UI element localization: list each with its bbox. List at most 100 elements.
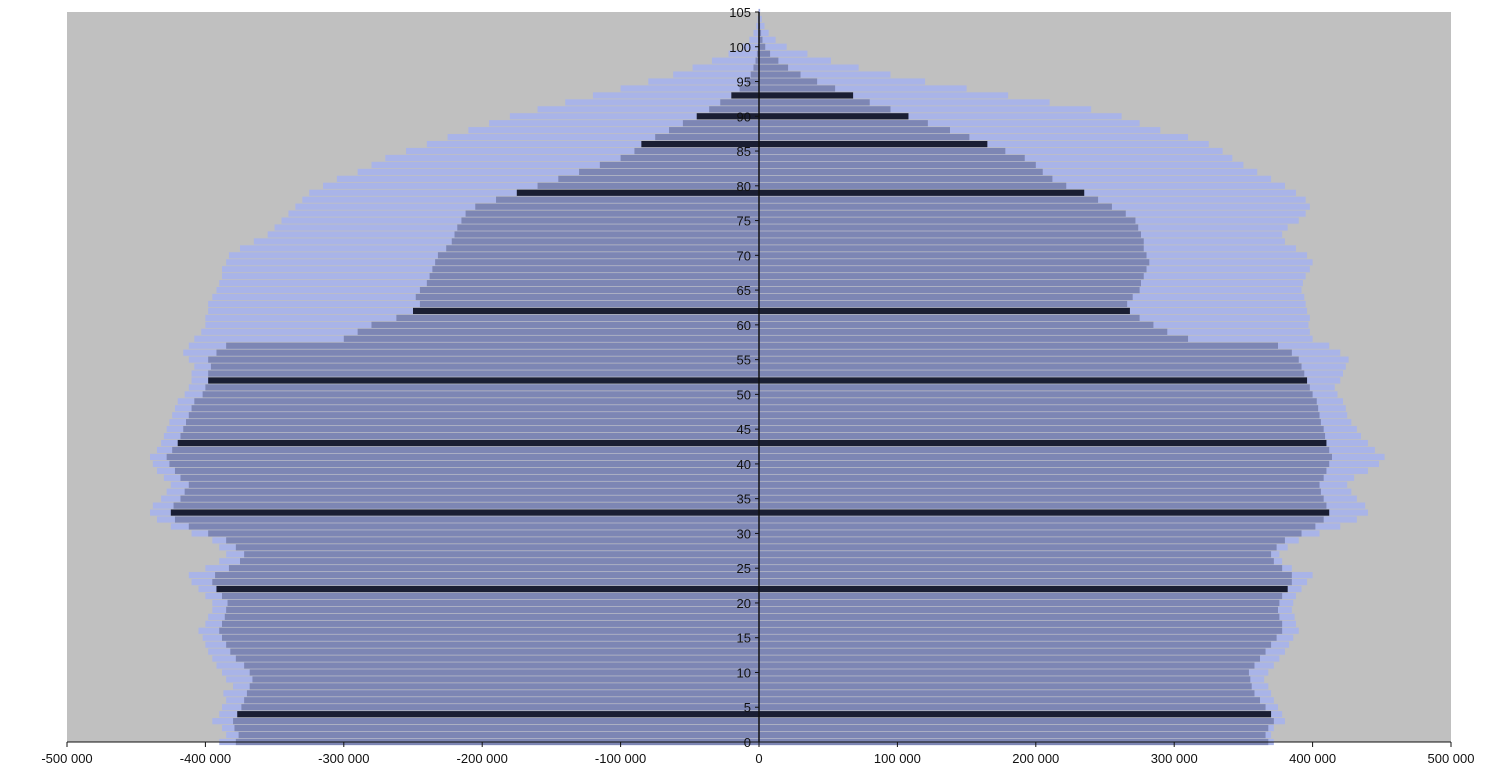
bar-left-series0-age-88 bbox=[468, 127, 759, 134]
bar-left-series1-age-45 bbox=[183, 426, 760, 433]
bar-left-series0-age-102 bbox=[753, 29, 759, 36]
bar-left-series0-age-100 bbox=[742, 43, 759, 50]
bar-left-series1-age-9 bbox=[252, 676, 759, 683]
bar-left-series1-age-99 bbox=[756, 50, 759, 57]
bar-left-series1-age-28 bbox=[235, 544, 759, 551]
bar-left-series0-age-97 bbox=[692, 64, 759, 71]
bar-left-series1-age-60 bbox=[371, 321, 759, 328]
bar-left-series1-age-95 bbox=[746, 78, 759, 85]
bar-left-series0-age-82 bbox=[357, 168, 759, 176]
bar-left-series1-age-63 bbox=[419, 300, 759, 308]
bar-left-series1-age-93 bbox=[731, 92, 759, 99]
bar-left-series1-age-46 bbox=[186, 419, 760, 426]
x-tick-label: -500 000 bbox=[41, 751, 92, 766]
bar-left-series0-age-89 bbox=[489, 120, 759, 127]
bar-right-series3-age-50 bbox=[759, 391, 1313, 398]
bar-left-series1-age-67 bbox=[429, 273, 759, 280]
bar-left-series1-age-65 bbox=[419, 286, 759, 294]
bar-right-series3-age-24 bbox=[759, 572, 1292, 579]
bar-right-series3-age-12 bbox=[759, 655, 1261, 662]
bar-left-series1-age-6 bbox=[244, 697, 760, 704]
bar-left-series0-age-94 bbox=[620, 85, 759, 92]
bar-left-series1-age-11 bbox=[244, 662, 760, 669]
y-tick-label: 90 bbox=[737, 109, 751, 124]
bar-left-series0-age-98 bbox=[711, 57, 759, 64]
bar-left-series1-age-32 bbox=[174, 516, 759, 523]
bar-left-series1-age-89 bbox=[682, 120, 759, 127]
bar-right-series3-age-97 bbox=[759, 64, 789, 71]
bar-left-series0-age-87 bbox=[447, 134, 759, 141]
bar-left-series1-age-3 bbox=[233, 718, 759, 725]
bar-right-series3-age-89 bbox=[759, 120, 928, 127]
y-tick-label: 55 bbox=[737, 353, 751, 368]
bar-right-series3-age-45 bbox=[759, 426, 1324, 433]
bar-left-series1-age-34 bbox=[173, 502, 759, 509]
bar-right-series2-age-94 bbox=[759, 85, 967, 92]
bar-right-series3-age-88 bbox=[759, 127, 950, 134]
bar-left-series1-age-64 bbox=[415, 293, 759, 301]
bar-left-series0-age-86 bbox=[426, 140, 759, 148]
bar-left-series1-age-31 bbox=[188, 523, 760, 530]
x-tick-label: -100 000 bbox=[595, 751, 646, 766]
bar-right-series3-age-20 bbox=[759, 599, 1280, 607]
bar-right-series3-age-96 bbox=[759, 71, 801, 78]
bar-right-series3-age-40 bbox=[759, 460, 1330, 468]
bar-left-series1-age-16 bbox=[219, 627, 760, 634]
bar-left-series1-age-7 bbox=[246, 690, 760, 697]
bar-right-series3-age-31 bbox=[759, 523, 1316, 530]
bar-left-series1-age-75 bbox=[461, 217, 759, 224]
y-tick-label: 30 bbox=[737, 526, 751, 541]
y-tick-label: 75 bbox=[737, 214, 751, 229]
bar-right-series2-age-103 bbox=[759, 22, 765, 30]
bar-right-series3-age-18 bbox=[759, 613, 1280, 620]
bar-left-series0-age-96 bbox=[673, 71, 759, 78]
bar-right-series3-age-87 bbox=[759, 134, 970, 141]
bar-left-series1-age-41 bbox=[166, 453, 759, 461]
x-tick-label: 400 000 bbox=[1289, 751, 1336, 766]
bar-left-series0-age-85 bbox=[406, 147, 759, 155]
bar-right-series3-age-54 bbox=[759, 363, 1302, 370]
bar-right-series3-age-59 bbox=[759, 328, 1168, 335]
bar-left-series1-age-42 bbox=[172, 446, 759, 454]
y-tick-label: 0 bbox=[744, 735, 751, 750]
bar-right-series3-age-16 bbox=[759, 627, 1283, 634]
bar-right-series3-age-14 bbox=[759, 641, 1272, 648]
bar-right-series2-age-95 bbox=[759, 78, 926, 85]
bar-right-series3-age-36 bbox=[759, 488, 1321, 495]
bar-left-series1-age-20 bbox=[227, 599, 759, 607]
bar-right-series3-age-51 bbox=[759, 384, 1310, 391]
bar-right-series3-age-46 bbox=[759, 419, 1321, 426]
bar-left-series1-age-23 bbox=[212, 578, 759, 586]
bar-left-series1-age-5 bbox=[241, 704, 759, 711]
bar-right-series3-age-55 bbox=[759, 356, 1299, 363]
bar-right-series3-age-100 bbox=[759, 43, 766, 50]
bar-right-series3-age-98 bbox=[759, 57, 779, 64]
bar-left-series1-age-62 bbox=[413, 307, 759, 315]
bar-left-series1-age-70 bbox=[437, 252, 759, 259]
bar-right-series3-age-81 bbox=[759, 175, 1053, 182]
bar-right-series2-age-91 bbox=[759, 106, 1092, 113]
bar-left-series1-age-4 bbox=[237, 711, 759, 718]
y-tick-label: 5 bbox=[744, 700, 751, 715]
bar-right-series3-age-70 bbox=[759, 252, 1147, 259]
bar-right-series2-age-102 bbox=[759, 29, 769, 36]
bar-right-series3-age-15 bbox=[759, 634, 1277, 641]
bar-left-series1-age-71 bbox=[446, 245, 759, 252]
bar-right-series3-age-69 bbox=[759, 259, 1150, 266]
bar-right-series3-age-62 bbox=[759, 307, 1130, 315]
bar-left-series1-age-12 bbox=[235, 655, 759, 662]
bar-left-series1-age-39 bbox=[174, 467, 759, 474]
bar-left-series0-age-90 bbox=[509, 113, 759, 120]
bar-right-series3-age-53 bbox=[759, 370, 1305, 377]
bar-left-series1-age-40 bbox=[169, 460, 759, 468]
y-tick-label: 25 bbox=[737, 561, 751, 576]
bar-right-series3-age-3 bbox=[759, 718, 1274, 725]
bar-left-series1-age-85 bbox=[634, 147, 759, 155]
bar-left-series1-age-72 bbox=[451, 238, 759, 245]
bar-right-series3-age-78 bbox=[759, 196, 1099, 203]
bar-left-series1-age-21 bbox=[222, 592, 759, 600]
bar-right-series3-age-9 bbox=[759, 676, 1251, 683]
bar-right-series3-age-61 bbox=[759, 314, 1140, 322]
bar-right-series2-age-104 bbox=[759, 15, 762, 23]
bar-right-series3-age-38 bbox=[759, 474, 1324, 481]
